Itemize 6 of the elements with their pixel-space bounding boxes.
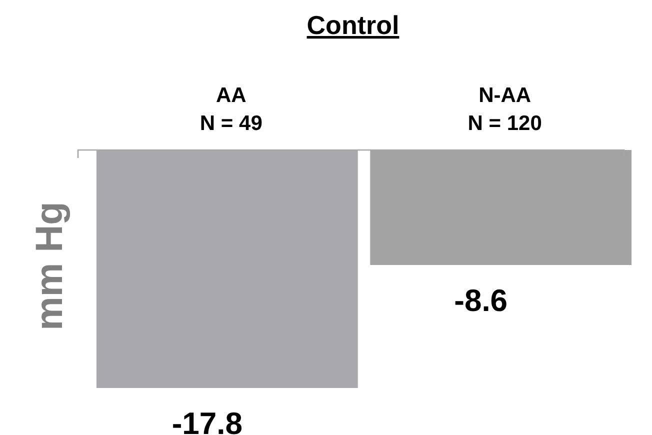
data-label: -17.8 — [172, 406, 242, 435]
x-tick-label: AA N = 49 — [200, 84, 262, 135]
data-label: -8.6 — [454, 282, 508, 318]
x-tick-label: N-AA N = 120 — [468, 84, 542, 135]
y-axis-title: mm Hg — [29, 202, 71, 330]
chart-title: Control — [306, 10, 400, 40]
